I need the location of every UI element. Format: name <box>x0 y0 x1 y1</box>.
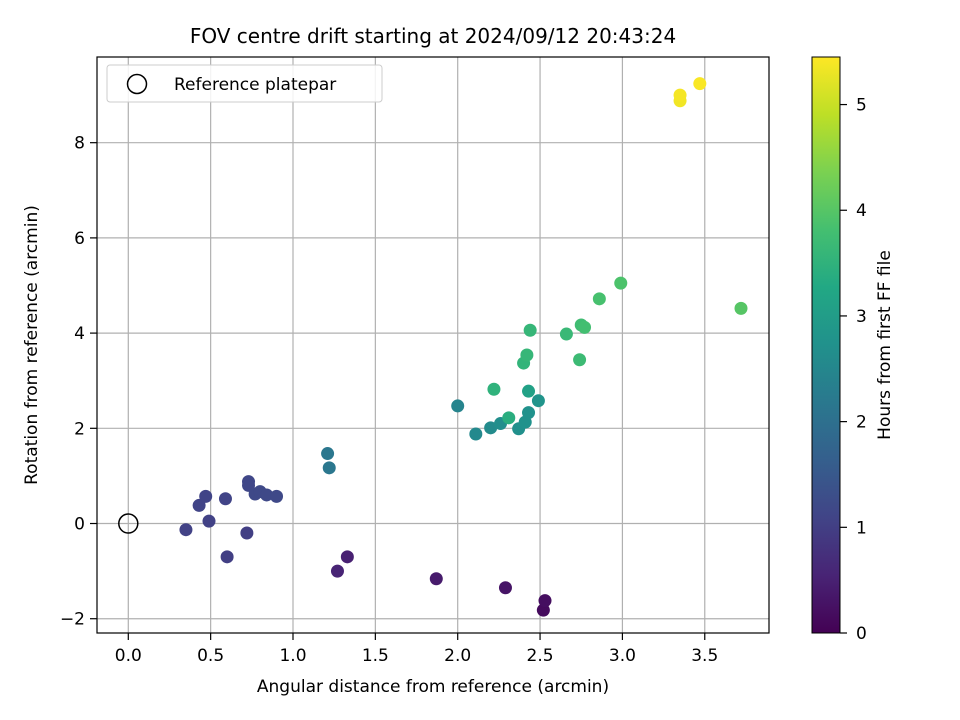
y-tick-label: −2 <box>60 610 85 630</box>
legend: Reference platepar <box>106 64 383 103</box>
data-point <box>218 492 232 506</box>
y-tick-label: 6 <box>74 229 85 249</box>
x-axis-label: Angular distance from reference (arcmin) <box>257 677 609 697</box>
colorbar-tick-label: 1 <box>856 518 867 538</box>
chart-title: FOV centre drift starting at 2024/09/12 … <box>190 24 676 48</box>
data-point <box>202 514 216 528</box>
data-point <box>451 399 465 413</box>
data-point <box>592 292 606 306</box>
colorbar-ticks: 0 1 2 3 4 5 <box>840 96 867 644</box>
x-tick-label: 0.0 <box>115 646 142 666</box>
x-tick-label: 0.5 <box>197 646 224 666</box>
x-tick-label: 1.0 <box>279 646 306 666</box>
x-tick-label: 2.0 <box>444 646 471 666</box>
grid-lines <box>97 57 769 633</box>
y-tick-label: 0 <box>74 515 85 535</box>
x-tick-label: 3.5 <box>691 646 718 666</box>
data-point <box>322 461 336 475</box>
data-point <box>498 581 512 595</box>
x-tick-label: 1.5 <box>362 646 389 666</box>
data-point <box>260 488 274 502</box>
y-axis-ticks: −2 0 2 4 6 8 <box>60 134 97 630</box>
data-points <box>179 77 748 617</box>
reference-platepar-marker <box>118 513 139 534</box>
data-point <box>573 353 587 367</box>
data-point <box>538 594 552 608</box>
data-point <box>321 447 335 461</box>
legend-box <box>106 64 383 103</box>
colorbar-tick-label: 4 <box>856 201 867 221</box>
legend-marker-icon <box>126 73 148 95</box>
data-point <box>484 421 498 435</box>
data-point <box>340 550 354 564</box>
data-point <box>523 323 537 337</box>
data-point <box>522 384 536 398</box>
x-axis-ticks: 0.0 0.5 1.0 1.5 2.0 2.5 3.0 3.5 <box>115 633 718 666</box>
data-point <box>220 550 234 564</box>
colorbar-tick-label: 2 <box>856 413 867 433</box>
data-point <box>199 489 213 503</box>
colorbar-gradient <box>811 56 841 634</box>
x-tick-label: 3.0 <box>609 646 636 666</box>
data-point <box>469 427 483 441</box>
y-tick-label: 8 <box>74 134 85 154</box>
legend-entry-reference: Reference platepar <box>174 75 336 95</box>
data-point <box>614 276 628 290</box>
data-point <box>270 489 284 503</box>
data-point <box>559 327 573 341</box>
data-point <box>531 394 545 408</box>
y-tick-label: 2 <box>74 419 85 439</box>
data-point <box>487 382 501 396</box>
data-point <box>192 498 206 512</box>
x-tick-label: 2.5 <box>527 646 554 666</box>
data-point <box>502 411 516 425</box>
data-point <box>522 406 536 420</box>
data-point <box>578 320 592 334</box>
colorbar: 0 1 2 3 4 5 Hours from first FF file <box>811 56 895 644</box>
colorbar-tick-label: 5 <box>856 96 867 116</box>
data-point <box>693 77 707 91</box>
data-point <box>520 348 534 362</box>
data-point <box>240 526 254 540</box>
plot-frame <box>96 56 770 634</box>
colorbar-tick-label: 0 <box>856 624 867 644</box>
data-point <box>179 523 193 537</box>
colorbar-label: Hours from first FF file <box>875 250 895 440</box>
data-point <box>330 564 344 578</box>
y-tick-label: 4 <box>74 324 85 344</box>
y-axis-label: Rotation from reference (arcmin) <box>22 205 42 485</box>
colorbar-tick-label: 3 <box>856 307 867 327</box>
data-point <box>673 88 687 102</box>
data-point <box>429 572 443 586</box>
data-point <box>734 301 748 315</box>
